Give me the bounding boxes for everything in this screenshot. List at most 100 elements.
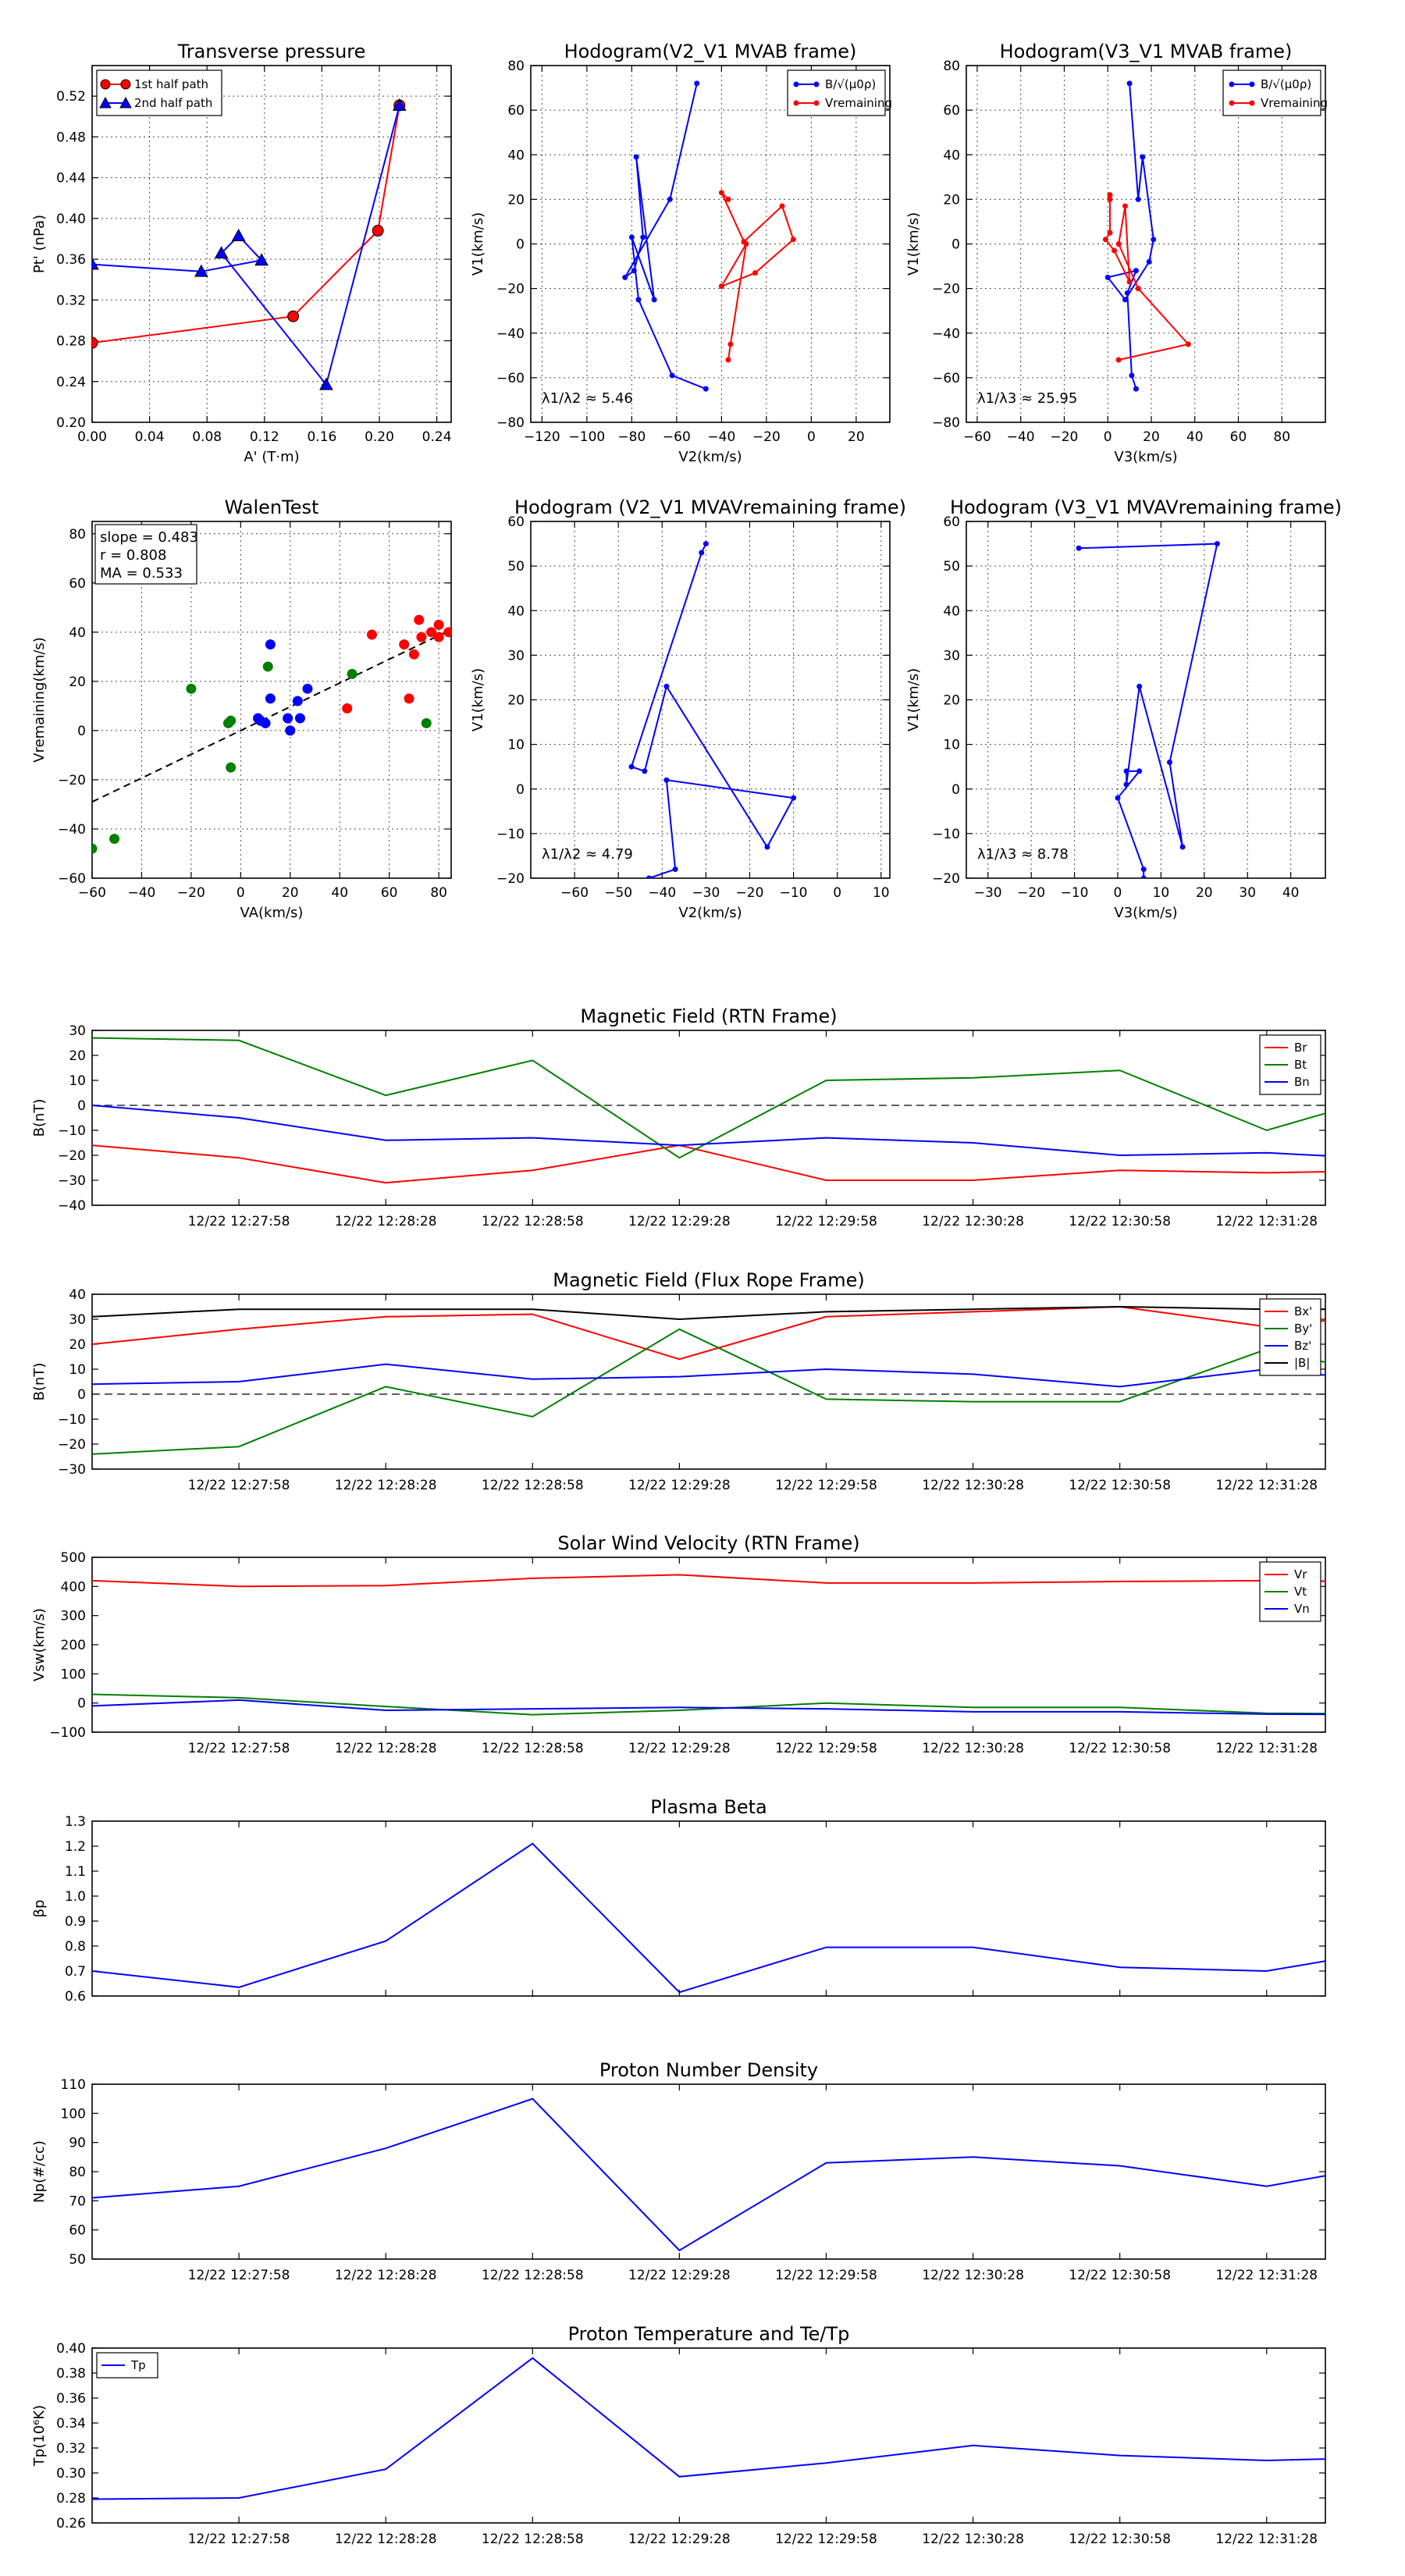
chart-title: Hodogram(V2_V1 MVAB frame) <box>564 41 857 62</box>
legend-label: Bz' <box>1294 1339 1311 1353</box>
stats-line: r = 0.808 <box>100 547 166 564</box>
plot-area <box>92 2357 1325 2500</box>
y-tick-label: 0.32 <box>56 2441 86 2457</box>
x-tick-label: 12/22 12:27:58 <box>188 2532 290 2547</box>
data-point <box>433 619 444 630</box>
x-tick-label: 12/22 12:29:58 <box>775 2268 877 2283</box>
legend-box <box>787 69 886 116</box>
y-tick-label: 10 <box>69 1362 86 1378</box>
y-tick-label: 400 <box>61 1579 86 1595</box>
magnetic-field-flux-rope-chart: Magnetic Field (Flux Rope Frame) −30 −20 −1… <box>31 1269 1326 1493</box>
x-tick-label: −20 <box>177 885 205 901</box>
x-tick-label: 12/22 12:31:28 <box>1215 2532 1318 2547</box>
x-tick-label: 12/22 12:29:28 <box>628 2532 731 2547</box>
x-tick-label: −30 <box>974 885 1002 901</box>
data-point <box>727 341 734 347</box>
x-tick-label: 12/22 12:30:28 <box>922 2532 1024 2547</box>
data-point <box>628 234 635 240</box>
data-point <box>752 270 758 276</box>
data-point <box>1129 372 1135 379</box>
walen-test-chart: WalenTest −60 −40 −20 0 20 40 60 80 −60 −40 −20 0 20 4… <box>31 496 452 921</box>
y-tick-label: 80 <box>507 59 525 74</box>
legend-label: 1st half path <box>134 77 208 91</box>
data-point <box>414 614 425 625</box>
data-point <box>699 550 705 556</box>
x-tick-label: 12/22 12:29:28 <box>628 2268 731 2283</box>
data-point <box>725 357 731 363</box>
y-tick-label: 70 <box>69 2194 86 2209</box>
x-tick-label: 12/22 12:29:58 <box>775 1741 877 1756</box>
plot-area <box>92 1842 1325 1994</box>
x-tick-label: −10 <box>780 885 808 901</box>
y-tick-label: 0.38 <box>56 2366 86 2382</box>
y-tick-label: 50 <box>507 559 525 575</box>
y-tick-label: 60 <box>69 576 86 592</box>
y-tick-label: 60 <box>943 103 960 119</box>
y-tick-label: 30 <box>943 648 960 664</box>
data-point <box>642 768 648 774</box>
x-tick-label: 0 <box>807 429 816 445</box>
data-point <box>399 639 410 650</box>
data-point <box>392 98 407 111</box>
y-tick-label: 0.40 <box>56 2341 86 2357</box>
x-tick-label: 20 <box>848 429 865 445</box>
x-tick-label: 12/22 12:27:58 <box>188 1741 290 1756</box>
data-point <box>1140 875 1147 878</box>
data-point <box>92 336 98 349</box>
legend-marker <box>1249 100 1255 106</box>
x-tick-label: 12/22 12:28:28 <box>335 2532 437 2547</box>
series-line-Vn <box>92 1699 1325 1716</box>
chart-title: Proton Number Density <box>599 2059 818 2081</box>
data-point <box>646 875 652 878</box>
plot-area <box>92 1037 1325 1184</box>
chart-title: Solar Wind Velocity (RTN Frame) <box>557 1532 859 1554</box>
x-tick-label: 0 <box>1114 885 1122 901</box>
y-tick-label: −100 <box>49 1725 86 1741</box>
plot-area <box>92 1574 1325 1716</box>
data-point <box>265 639 276 650</box>
legend-label: Vremaining <box>825 96 892 110</box>
y-tick-label: 0.48 <box>56 130 86 145</box>
y-axis-label: Tp(10⁶K) <box>31 2405 48 2467</box>
y-tick-label: −40 <box>496 326 525 342</box>
legend-label: B/√(μ0ρ) <box>825 77 876 91</box>
data-point <box>1136 768 1143 774</box>
y-tick-label: −40 <box>58 822 86 838</box>
y-tick-label: −60 <box>932 371 960 386</box>
x-tick-label: −60 <box>663 429 691 445</box>
y-tick-label: 0 <box>77 724 86 739</box>
data-point <box>260 717 271 728</box>
y-tick-label: 40 <box>507 603 525 619</box>
plot-area <box>92 98 407 390</box>
x-axis-label: VA(km/s) <box>240 905 304 921</box>
series-line-Vremaining <box>720 192 795 361</box>
y-tick-label: 0.20 <box>56 415 86 431</box>
legend-label: Bn <box>1294 1075 1310 1089</box>
x-tick-label: 12/22 12:28:58 <box>482 1478 584 1493</box>
chart-title: Hodogram (V3_V1 MVAVremaining frame) <box>950 496 1342 518</box>
data-point <box>433 632 444 642</box>
x-tick-label: 40 <box>1282 885 1300 901</box>
x-tick-label: 12/22 12:29:28 <box>628 1214 731 1229</box>
legend-marker <box>813 100 820 106</box>
y-tick-label: 0 <box>516 782 525 798</box>
data-point <box>109 834 120 845</box>
x-tick-label: 12/22 12:28:58 <box>482 2532 584 2547</box>
y-tick-label: 1.3 <box>65 1814 86 1830</box>
y-tick-label: −10 <box>932 827 960 842</box>
data-point <box>404 693 414 704</box>
y-axis-label: βp <box>31 1900 48 1918</box>
plot-area <box>92 1305 1325 1455</box>
y-tick-label: 0.36 <box>56 2391 86 2407</box>
series-line-Br <box>92 1144 1325 1184</box>
data-point <box>1126 279 1133 285</box>
chart-title: Transverse pressure <box>177 41 366 62</box>
y-tick-label: 1.1 <box>65 1864 86 1880</box>
x-tick-label: 12/22 12:31:28 <box>1215 1478 1318 1493</box>
data-point <box>1122 297 1129 303</box>
y-tick-label: 0.9 <box>65 1914 86 1930</box>
series-line-Bz' <box>92 1363 1325 1388</box>
x-tick-label: 12/22 12:27:58 <box>188 1214 290 1229</box>
y-tick-label: 0.8 <box>65 1939 86 1955</box>
x-tick-label: −20 <box>1017 885 1045 901</box>
